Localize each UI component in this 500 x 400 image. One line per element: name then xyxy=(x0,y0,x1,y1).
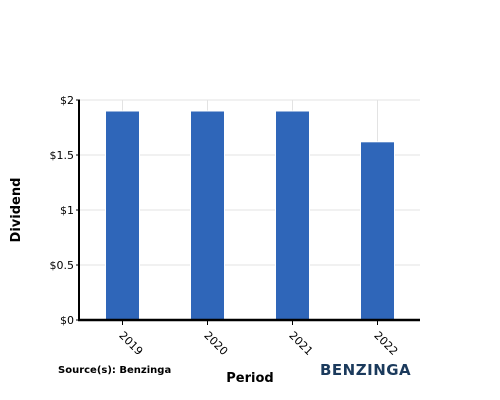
brand-wordmark: BENZINGA xyxy=(320,361,411,379)
x-tick-label: 2022 xyxy=(371,329,400,358)
y-tick-labels: $0 $0.5 $1 $1.5 $2 xyxy=(50,94,80,327)
x-tick-label: 2019 xyxy=(116,329,145,358)
y-tick-label: $0.5 xyxy=(50,259,75,272)
source-label: Source(s): Benzinga xyxy=(58,365,171,376)
bar-2019[interactable] xyxy=(105,110,140,321)
x-tick-labels: 2019 2020 2021 2022 xyxy=(116,320,400,358)
y-tick-label: $2 xyxy=(60,94,74,107)
bar-layer xyxy=(105,110,395,321)
bar-2021[interactable] xyxy=(275,110,310,321)
y-tick-label: $1.5 xyxy=(50,149,75,162)
y-tick-label: $1 xyxy=(60,204,74,217)
bar-2020[interactable] xyxy=(190,110,225,321)
benzinga-logo: BENZINGA xyxy=(320,361,411,379)
x-tick-label: 2021 xyxy=(286,329,315,358)
x-axis-title: Period xyxy=(226,371,273,386)
y-axis-title: Dividend xyxy=(9,178,24,243)
y-tick-label: $0 xyxy=(60,314,74,327)
bar-2022[interactable] xyxy=(360,141,395,321)
x-tick-label: 2020 xyxy=(201,329,230,358)
